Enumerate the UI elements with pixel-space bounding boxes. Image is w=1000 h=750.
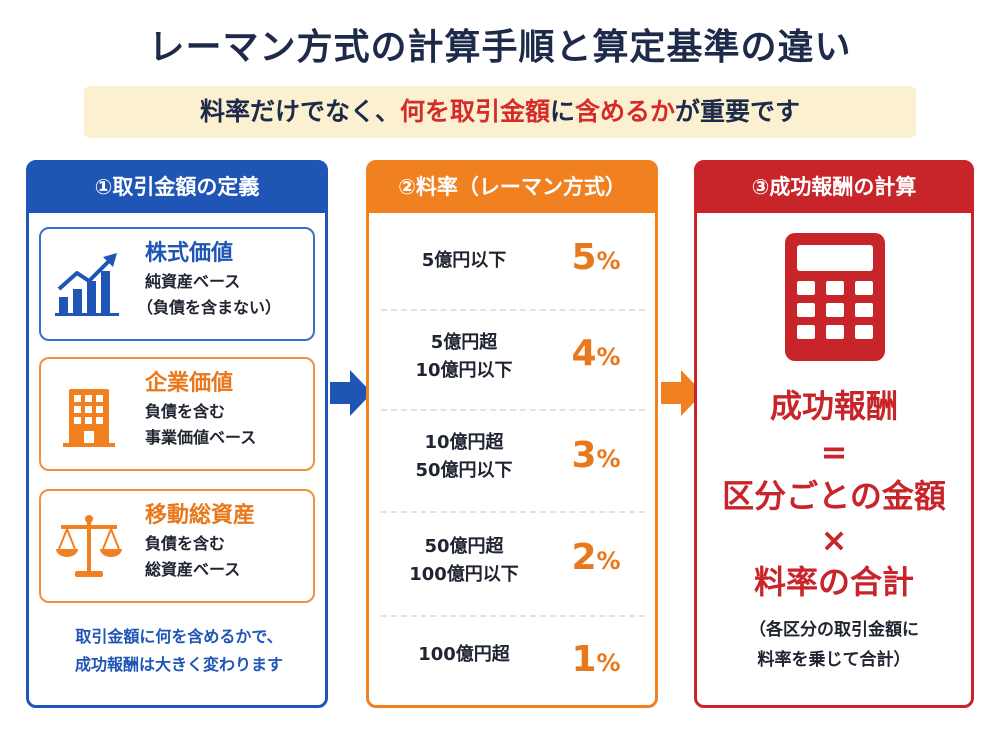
success-fee-panel: ③成功報酬の計算 成功報酬 = 区分ごとの金額 × 料率の合計 （各区分の取引金… (694, 160, 974, 708)
rate-row: 5億円超 10億円以下 4% (379, 323, 647, 393)
rate-unit: % (596, 649, 621, 677)
column1-note: 取引金額に何を含めるかで、 成功報酬は大きく変わります (39, 623, 319, 679)
row-divider (381, 615, 645, 617)
card-title: 株式価値 (145, 241, 234, 266)
bar-chart-up-icon (55, 253, 119, 316)
panel-header-rate: ②料率（レーマン方式） (369, 163, 655, 213)
condition-line2: 50億円以下 (415, 460, 513, 481)
condition-line1: 5億円超 (430, 332, 498, 353)
formula-equals: = (820, 433, 848, 471)
rate-value: 2% (551, 537, 641, 578)
rate-condition: 100億円超 (389, 641, 539, 669)
subtitle-text-mid: に (549, 97, 575, 126)
formula-multiply: × (820, 521, 848, 559)
rate-number: 3 (571, 435, 597, 476)
arrow-right-icon (330, 370, 372, 416)
rate-number: 1 (571, 639, 597, 680)
subtitle-banner: 料率だけでなく、何を取引金額に含めるかが重要です (84, 86, 916, 138)
note-line1: 取引金額に何を含めるかで、 (75, 627, 283, 646)
rate-unit: % (596, 445, 621, 473)
condition-line1: 100億円超 (418, 644, 510, 665)
rate-unit: % (596, 547, 621, 575)
row-divider (381, 511, 645, 513)
page-title: レーマン方式の計算手順と算定基準の違い (148, 27, 852, 68)
calculation-note: （各区分の取引金額に 料率を乗じて合計） (697, 615, 971, 675)
note-line2: 成功報酬は大きく変わります (74, 655, 283, 674)
subtitle-text-post: が重要です (675, 97, 801, 126)
card-equity-value: 株式価値 純資産ベース （負債を含まない） (39, 227, 315, 341)
subtitle-emphasis-include: 含めるか (575, 97, 676, 126)
rate-unit: % (596, 343, 621, 371)
rate-panel: ②料率（レーマン方式） 5億円以下 5% 5億円超 10億円以下 4% 10億円… (366, 160, 658, 708)
note-line2: 料率を乗じて合計） (757, 650, 911, 670)
rate-row: 10億円超 50億円以下 3% (379, 425, 647, 495)
scales-icon (56, 515, 122, 577)
formula-term-amount: 区分ごとの金額 (722, 477, 946, 515)
building-icon (63, 389, 115, 447)
formula-term-rate-total: 料率の合計 (753, 563, 914, 601)
condition-line2: 100億円以下 (409, 564, 519, 585)
rate-condition: 10億円超 50億円以下 (389, 429, 539, 485)
card-enterprise-value: 企業価値 負債を含む 事業価値ベース (39, 357, 315, 471)
condition-line1: 5億円以下 (421, 250, 507, 271)
calculator-icon (785, 233, 885, 361)
condition-line2: 10億円以下 (415, 360, 513, 381)
card-desc-line1: 純資産ベース (145, 272, 241, 291)
rate-value: 5% (551, 237, 641, 278)
rate-value: 1% (551, 639, 641, 680)
arrow-right-icon (661, 370, 703, 416)
rate-value: 3% (551, 435, 641, 476)
rate-condition: 50億円超 100億円以下 (389, 533, 539, 589)
rate-condition: 5億円超 10億円以下 (389, 329, 539, 385)
card-desc-line1: 負債を含む (145, 402, 226, 421)
rate-value: 4% (551, 333, 641, 374)
subtitle-emphasis-amount: 何を取引金額 (399, 97, 550, 126)
panel-header-success-fee: ③成功報酬の計算 (697, 163, 971, 213)
rate-row: 100億円超 1% (379, 631, 647, 691)
rate-unit: % (596, 247, 621, 275)
card-desc-line1: 負債を含む (145, 534, 226, 553)
note-line1: （各区分の取引金額に (749, 620, 919, 640)
card-desc-line2: （負債を含まない） (137, 298, 282, 317)
row-divider (381, 409, 645, 411)
row-divider (381, 309, 645, 311)
rate-number: 2 (571, 537, 597, 578)
subtitle-text-pre: 料率だけでなく、 (199, 97, 400, 126)
condition-line1: 50億円超 (424, 536, 504, 557)
rate-number: 4 (571, 333, 597, 374)
transaction-amount-panel: ①取引金額の定義 株式価値 純資産ベース （負債を含まない） (26, 160, 328, 708)
condition-line1: 10億円超 (424, 432, 504, 453)
rate-row: 50億円超 100億円以下 2% (379, 527, 647, 597)
rate-condition: 5億円以下 (389, 247, 539, 275)
formula-term-success-fee: 成功報酬 (769, 387, 898, 425)
card-desc-line2: 総資産ベース (145, 560, 241, 579)
card-title: 移動総資産 (145, 503, 256, 528)
rate-row: 5億円以下 5% (379, 233, 647, 293)
card-total-assets: 移動総資産 負債を含む 総資産ベース (39, 489, 315, 603)
rate-number: 5 (571, 237, 597, 278)
card-desc-line2: 事業価値ベース (145, 428, 257, 447)
panel-header-transaction-amount: ①取引金額の定義 (29, 163, 325, 213)
card-title: 企業価値 (145, 371, 234, 396)
